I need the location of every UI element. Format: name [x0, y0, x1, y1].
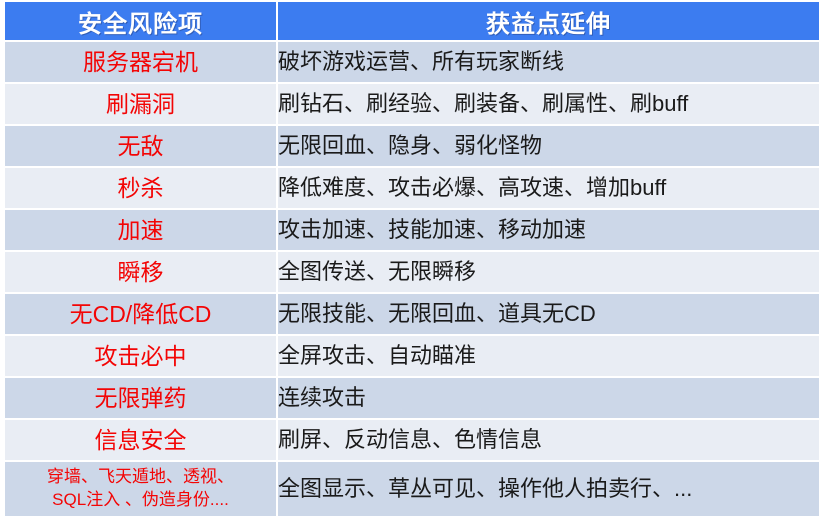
cell-benefit-extension: 刷钻石、刷经验、刷装备、刷属性、刷buff [277, 83, 819, 126]
table-row: 信息安全 刷屏、反动信息、色情信息 [5, 419, 819, 462]
cell-security-risk: 刷漏洞 [5, 83, 278, 126]
table-body: 服务器宕机 破坏游戏运营、所有玩家断线 刷漏洞 刷钻石、刷经验、刷装备、刷属性、刷bu… [5, 41, 819, 518]
column-header-security-risk: 安全风险项 [5, 2, 278, 42]
cell-benefit-extension: 全屏攻击、自动瞄准 [277, 335, 819, 378]
cell-security-risk: 信息安全 [5, 419, 278, 462]
cell-security-risk: 服务器宕机 [5, 41, 278, 84]
cell-security-risk: 攻击必中 [5, 335, 278, 378]
cell-security-risk: 穿墙、飞天遁地、透视、 SQL注入 、伪造身份.... [5, 461, 278, 518]
table-row: 秒杀 降低难度、攻击必爆、高攻速、增加buff [5, 167, 819, 210]
cell-benefit-extension: 连续攻击 [277, 377, 819, 420]
cell-benefit-extension: 破坏游戏运营、所有玩家断线 [277, 41, 819, 84]
table-row: 刷漏洞 刷钻石、刷经验、刷装备、刷属性、刷buff [5, 83, 819, 126]
cell-security-risk: 加速 [5, 209, 278, 252]
table-row: 加速 攻击加速、技能加速、移动加速 [5, 209, 819, 252]
cell-benefit-extension: 刷屏、反动信息、色情信息 [277, 419, 819, 462]
cell-benefit-extension: 全图显示、草丛可见、操作他人拍卖行、... [277, 461, 819, 518]
column-header-benefit-extension: 获益点延伸 [277, 2, 819, 42]
cell-security-risk: 无敌 [5, 125, 278, 168]
table-header-row: 安全风险项 获益点延伸 [5, 2, 819, 42]
table-row: 穿墙、飞天遁地、透视、 SQL注入 、伪造身份.... 全图显示、草丛可见、操作他… [5, 461, 819, 518]
cell-benefit-extension: 无限回血、隐身、弱化怪物 [277, 125, 819, 168]
cell-security-risk: 无限弹药 [5, 377, 278, 420]
table-header: 安全风险项 获益点延伸 [5, 2, 819, 42]
cell-benefit-extension: 降低难度、攻击必爆、高攻速、增加buff [277, 167, 819, 210]
cell-security-risk: 瞬移 [5, 251, 278, 294]
cell-benefit-extension: 攻击加速、技能加速、移动加速 [277, 209, 819, 252]
table-row: 攻击必中 全屏攻击、自动瞄准 [5, 335, 819, 378]
risk-benefit-table-container: 安全风险项 获益点延伸 服务器宕机 破坏游戏运营、所有玩家断线 刷漏洞 刷钻石、刷经验… [5, 2, 819, 518]
risk-benefit-table: 安全风险项 获益点延伸 服务器宕机 破坏游戏运营、所有玩家断线 刷漏洞 刷钻石、刷经验… [5, 2, 819, 518]
table-row: 无敌 无限回血、隐身、弱化怪物 [5, 125, 819, 168]
cell-security-risk: 秒杀 [5, 167, 278, 210]
cell-benefit-extension: 全图传送、无限瞬移 [277, 251, 819, 294]
table-row: 服务器宕机 破坏游戏运营、所有玩家断线 [5, 41, 819, 84]
table-row: 瞬移 全图传送、无限瞬移 [5, 251, 819, 294]
table-row: 无限弹药 连续攻击 [5, 377, 819, 420]
table-row: 无CD/降低CD 无限技能、无限回血、道具无CD [5, 293, 819, 336]
cell-security-risk: 无CD/降低CD [5, 293, 278, 336]
cell-benefit-extension: 无限技能、无限回血、道具无CD [277, 293, 819, 336]
